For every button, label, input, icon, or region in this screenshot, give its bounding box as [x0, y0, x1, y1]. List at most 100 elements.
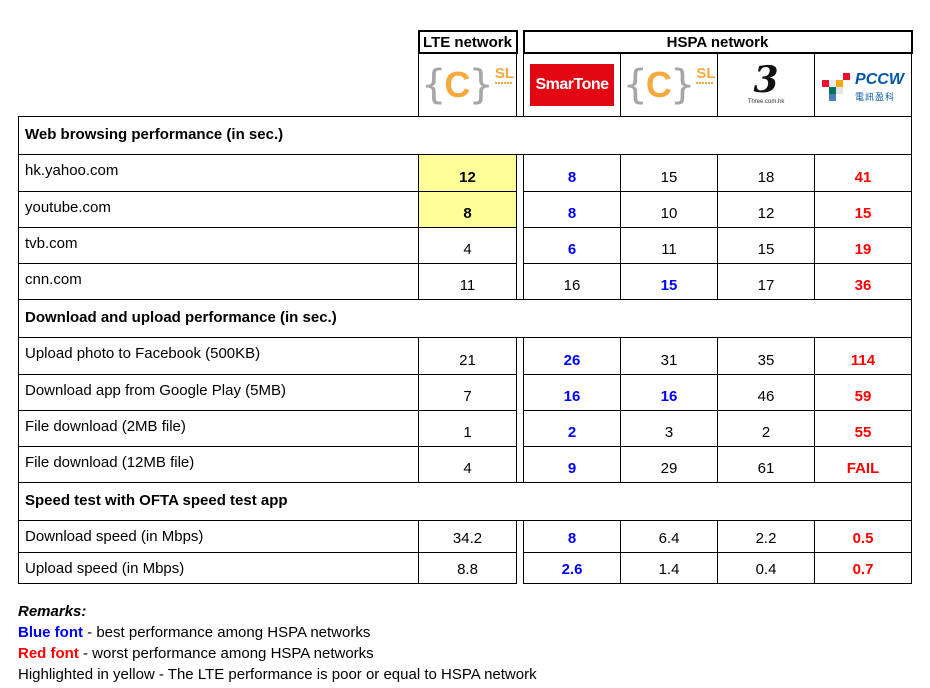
smartone-logo-text: SmarTone [535, 76, 609, 93]
hspa-value-cell: 8 [523, 520, 621, 553]
three-numeral: 3 [753, 59, 779, 101]
hspa-value-cell: 2 [717, 409, 815, 447]
hspa-value-cell: 59 [814, 373, 912, 411]
lte-value-cell: 34.2 [418, 520, 517, 553]
remark-yellow-highlight: Highlighted in yellow - The LTE performa… [18, 664, 537, 685]
pccw-operator-cell: PCCW 電訊盈科 [814, 52, 912, 117]
lte-value-cell: 7 [418, 373, 517, 411]
table-row: tvb.com 4 6 11 15 19 [18, 226, 912, 264]
remark-red-font: Red font - worst performance among HSPA … [18, 643, 537, 664]
blank-corner [18, 53, 419, 117]
lte-network-header: LTE network [417, 30, 518, 54]
hspa-value-cell: 55 [814, 409, 912, 447]
three-caption: Three.com.hk [747, 99, 785, 105]
hspa-network-header: HSPA network [522, 30, 913, 54]
column-divider [516, 263, 524, 300]
section-title: Speed test with OFTA speed test app [18, 482, 912, 521]
three-operator-cell: 3 Three.com.hk [717, 52, 815, 117]
remark-term: Red font [18, 645, 79, 662]
column-divider [516, 520, 524, 552]
hspa-value-cell: 16 [523, 262, 621, 300]
hspa-value-cell: 15 [620, 154, 718, 192]
table-row: cnn.com 11 16 15 17 36 [18, 262, 912, 300]
csl-logo: { C } SL [420, 62, 515, 108]
row-label: youtube.com [18, 190, 419, 228]
column-divider [516, 446, 524, 483]
hspa-value-cell: 31 [620, 337, 718, 375]
hspa-value-cell: 61 [717, 445, 815, 483]
hspa-value-cell: 114 [814, 337, 912, 375]
network-type-header-row: LTE network HSPA network [18, 30, 913, 54]
remark-text: Highlighted in yellow - The LTE performa… [18, 666, 537, 683]
hspa-value-cell: 41 [814, 154, 912, 192]
csl-brace-icon: } [669, 62, 696, 108]
csl-brace-icon: { [420, 62, 447, 108]
smartone-operator-cell: SmarTone [523, 52, 621, 117]
hspa-value-cell: 0.7 [814, 551, 912, 584]
hspa-value-cell: 2.6 [523, 551, 621, 584]
remarks-section: Remarks: Blue font - best performance am… [18, 601, 537, 685]
pccw-squares-icon [822, 73, 851, 102]
table-row: Upload photo to Facebook (500KB) 21 26 31 35… [18, 337, 912, 375]
hspa-value-cell: 8 [523, 190, 621, 228]
csl-sl-text: SL [494, 65, 515, 82]
row-label: Upload speed (in Mbps) [18, 551, 419, 584]
pccw-name: PCCW [855, 70, 904, 88]
hspa-value-cell: 36 [814, 262, 912, 300]
lte-value-cell: 11 [418, 262, 517, 300]
table-row: Download app from Google Play (5MB) 7 16 16… [18, 373, 912, 411]
pccw-logo-text: PCCW 電訊盈科 [855, 70, 904, 103]
row-label: Download speed (in Mbps) [18, 520, 419, 553]
csl-sl-text: SL [696, 65, 716, 82]
column-divider [516, 374, 524, 410]
hspa-value-cell: 15 [717, 226, 815, 264]
hspa-value-cell: 11 [620, 226, 718, 264]
table-row: File download (2MB file) 1 2 3 2 55 [18, 409, 912, 447]
hspa-value-cell: 19 [814, 226, 912, 264]
hspa-value-cell: 8 [523, 154, 621, 192]
row-label: File download (2MB file) [18, 409, 419, 447]
smartone-logo: SmarTone [530, 64, 614, 106]
hspa-value-cell: 15 [620, 262, 718, 300]
hspa-value-cell: 46 [717, 373, 815, 411]
lte-value-cell: 1 [418, 409, 517, 447]
performance-comparison-table: LTE network HSPA network { C } SL [18, 30, 913, 584]
row-label: tvb.com [18, 226, 419, 264]
three-logo: 3 Three.com.hk [748, 62, 785, 105]
column-divider [516, 552, 524, 583]
csl-operator-cell: { C } SL [620, 52, 718, 117]
lte-operator-cell: { C } SL [418, 52, 517, 117]
remark-term: Blue font [18, 624, 83, 641]
row-label: Upload photo to Facebook (500KB) [18, 337, 419, 375]
row-label: hk.yahoo.com [18, 154, 419, 192]
hspa-value-cell: 16 [620, 373, 718, 411]
column-divider [516, 53, 524, 117]
hspa-value-cell: 12 [717, 190, 815, 228]
table-row: File download (12MB file) 4 9 29 61 FAIL [18, 445, 912, 483]
csl-logo: { C } SL [622, 62, 716, 108]
column-divider [516, 337, 524, 374]
column-divider [516, 227, 524, 263]
hspa-value-cell: 26 [523, 337, 621, 375]
column-divider [515, 31, 525, 53]
hspa-value-cell: 6 [523, 226, 621, 264]
section-title: Web browsing performance (in sec.) [18, 116, 912, 155]
hspa-value-cell: 0.4 [717, 551, 815, 584]
hspa-value-cell: 29 [620, 445, 718, 483]
table-row: youtube.com 8 8 10 12 15 [18, 190, 912, 228]
hspa-value-cell: 35 [717, 337, 815, 375]
table-row: hk.yahoo.com 12 8 15 18 41 [18, 154, 912, 192]
hspa-value-cell: 0.5 [814, 520, 912, 553]
lte-value-cell: 4 [418, 226, 517, 264]
blank-corner [18, 31, 419, 53]
section-header-row: Speed test with OFTA speed test app [18, 482, 912, 521]
hspa-value-cell: 16 [523, 373, 621, 411]
csl-letter: C [444, 63, 471, 105]
remark-text: - best performance among HSPA networks [83, 624, 371, 641]
csl-brace-icon: { [622, 62, 648, 108]
row-label: File download (12MB file) [18, 445, 419, 483]
table-row: Download speed (in Mbps) 34.2 8 6.4 2.2 0.5 [18, 520, 912, 553]
hspa-value-cell: 1.4 [620, 551, 718, 584]
csl-dots-icon [696, 82, 714, 84]
